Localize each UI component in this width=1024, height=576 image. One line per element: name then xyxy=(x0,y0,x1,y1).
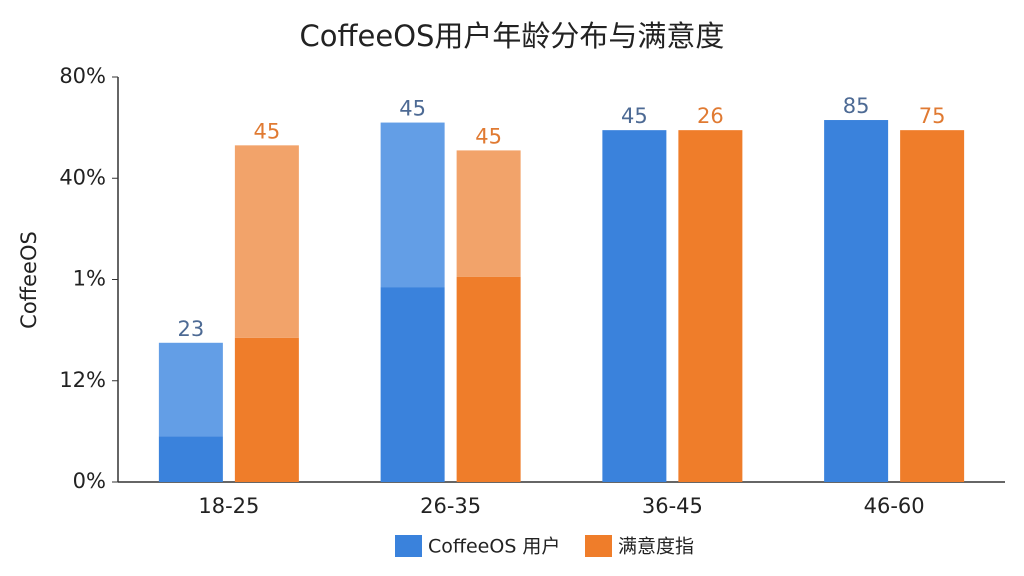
x-tick-label: 36-45 xyxy=(642,494,703,518)
y-tick-label: 40% xyxy=(59,165,106,189)
bar xyxy=(456,276,521,482)
bar-upper xyxy=(158,342,223,437)
y-tick-label: 1% xyxy=(73,267,106,291)
bar-label: 45 xyxy=(475,124,502,148)
legend-label: 满意度指 xyxy=(618,536,694,558)
bar xyxy=(602,130,667,482)
legend-label: CoffeeOS 用户 xyxy=(428,536,560,558)
y-tick-label: 80% xyxy=(59,64,106,88)
bar xyxy=(158,436,223,482)
bar xyxy=(824,120,889,482)
bar-label: 75 xyxy=(919,104,946,128)
y-tick-label: 12% xyxy=(59,368,106,392)
bar-upper xyxy=(234,145,299,338)
x-tick-label: 26-35 xyxy=(420,494,481,518)
bar-label: 23 xyxy=(178,317,205,341)
x-tick-label: 18-25 xyxy=(198,494,259,518)
bar-upper xyxy=(380,122,445,288)
legend-swatch xyxy=(585,535,612,557)
bar-label: 26 xyxy=(697,104,724,128)
bar xyxy=(678,130,743,482)
bar-label: 45 xyxy=(621,104,648,128)
bar xyxy=(234,337,299,482)
bar-label: 45 xyxy=(399,97,426,121)
y-tick-label: 0% xyxy=(73,469,106,493)
bar-label: 45 xyxy=(254,119,281,143)
chart-title: CoffeeOS用户年龄分布与满意度 xyxy=(300,19,725,53)
x-tick-label: 46-60 xyxy=(864,494,925,518)
bar xyxy=(900,130,965,482)
bar-upper xyxy=(456,150,521,277)
bar xyxy=(380,287,445,482)
bar-label: 85 xyxy=(843,94,870,118)
legend-swatch xyxy=(395,535,422,557)
y-axis-label: CoffeeOS xyxy=(17,231,41,329)
